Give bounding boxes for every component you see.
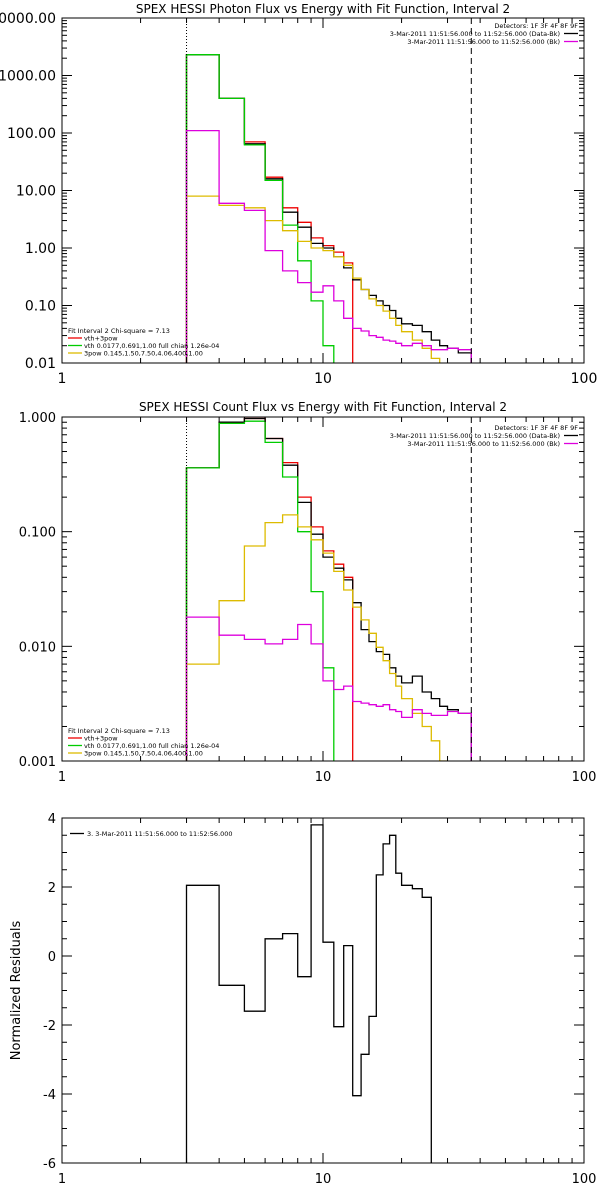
- data-legend: Detectors: 1F 3F 4F 8F 9F3-Mar-2011 11:5…: [390, 424, 579, 448]
- fit-legend-title: Fit Interval 2 Chi-square = 7.13: [68, 727, 170, 735]
- x-tick-label: 1: [58, 770, 66, 785]
- y-tick-label: -2: [43, 1019, 56, 1034]
- x-tick-label: 10: [315, 770, 332, 785]
- fit-legend-label: vth+3pow: [84, 335, 118, 343]
- y-tick-label: 0.010: [19, 640, 56, 655]
- x-axis: 1 10 100: [58, 18, 598, 387]
- y-axis: 0.001 0.010 0.100 1.000: [19, 411, 584, 770]
- x-tick-label: 100: [572, 770, 597, 785]
- x-axis: 1 10 100: [58, 417, 597, 785]
- y-tick-label: -4: [43, 1088, 56, 1103]
- y-tick-label: 1.000: [19, 411, 56, 426]
- chart-3: 1 10 100 -6 -4 -2 0 2 4 Normalized Residuals 3. 3-…: [9, 812, 596, 1187]
- chart-title: SPEX HESSI Count Flux vs Energy with Fit…: [139, 400, 507, 414]
- fit-legend-label: vth 0.0177,0.691,1.00 full chian 1.26e-0…: [84, 742, 219, 750]
- data-legend: 3. 3-Mar-2011 11:51:56.000 to 11:52:56.0…: [70, 830, 233, 838]
- y-tick-label: 100.00: [7, 126, 56, 142]
- series-1-line: [185, 54, 354, 363]
- y-axis-label: Normalized Residuals: [9, 921, 24, 1061]
- y-axis: 0.01 0.10 1.00 10.00 100.00 1000.00 10000.00: [0, 11, 584, 372]
- data-legend-label: 3-Mar-2011 11:51:56.000 to 11:52:56.000 …: [407, 38, 560, 46]
- data-legend-label: 3-Mar-2011 11:51:56.000 to 11:52:56.000 …: [407, 440, 560, 448]
- series-5-line: [185, 616, 472, 761]
- chart-title: SPEX HESSI Photon Flux vs Energy with Fi…: [136, 2, 510, 16]
- x-tick-label: 1: [58, 1172, 66, 1187]
- y-tick-label: 0.001: [19, 755, 56, 770]
- series-group: [185, 824, 432, 1163]
- y-tick-label: 10000.00: [0, 11, 56, 27]
- fit-legend-label: 3pow 0.145,1.50,7.50,4.06,400,1.00: [84, 750, 203, 758]
- y-tick-label: 1.00: [25, 241, 56, 257]
- x-axis: 1 10 100: [58, 818, 597, 1187]
- y-tick-label: 0.100: [19, 526, 56, 541]
- x-tick-label: 100: [572, 1172, 597, 1187]
- series-group: [185, 417, 472, 761]
- fit-legend-label: 3pow 0.145,1.50,7.50,4.06,400,1.00: [84, 350, 203, 358]
- series-2-line: [185, 54, 472, 363]
- series-3-line: [185, 420, 335, 761]
- y-tick-label: 0.01: [25, 356, 56, 372]
- y-tick-label: 2: [48, 881, 56, 896]
- y-axis: -6 -4 -2 0 2 4: [43, 812, 584, 1172]
- fit-legend: Fit Interval 2 Chi-square = 7.13vth+3pow…: [68, 727, 219, 758]
- data-legend-label: 3-Mar-2011 11:51:56.000 to 11:52:56.000 …: [390, 30, 560, 38]
- fit-legend-label: vth+3pow: [84, 735, 118, 743]
- y-tick-label: 0: [48, 950, 56, 965]
- series-5-line: [185, 129, 472, 363]
- series-4-line: [185, 514, 449, 761]
- x-tick-label: 10: [315, 1172, 332, 1187]
- detectors-label: Detectors: 1F 3F 4F 8F 9F: [494, 424, 578, 432]
- plot-frame: [61, 416, 585, 762]
- data-legend: Detectors: 1F 3F 4F 8F 9F3-Mar-2011 11:5…: [390, 22, 579, 46]
- x-tick-label: 100: [571, 371, 598, 387]
- x-tick-label: 10: [314, 371, 332, 387]
- fit-legend: Fit Interval 2 Chi-square = 7.13vth+3pow…: [68, 327, 219, 358]
- series-3-line: [185, 54, 335, 363]
- series-group: [185, 54, 472, 363]
- y-tick-label: 4: [48, 812, 56, 827]
- y-tick-label: 10.00: [16, 184, 56, 200]
- y-tick-label: 0.10: [25, 299, 56, 315]
- chart-2: SPEX HESSI Count Flux vs Energy with Fit…: [19, 400, 597, 785]
- x-tick-label: 1: [58, 371, 67, 387]
- series-1-line: [185, 824, 432, 1163]
- fit-legend-label: vth 0.0177,0.691,1.00 full chian 1.26e-0…: [84, 342, 219, 350]
- series-2-line: [185, 417, 472, 761]
- detectors-label: Detectors: 1F 3F 4F 8F 9F: [494, 22, 578, 30]
- y-tick-label: -6: [43, 1157, 56, 1172]
- fit-legend-title: Fit Interval 2 Chi-square = 7.13: [68, 327, 170, 335]
- chart-1: SPEX HESSI Photon Flux vs Energy with Fi…: [0, 2, 597, 387]
- data-legend-label: 3-Mar-2011 11:51:56.000 to 11:52:56.000 …: [390, 432, 560, 440]
- series-4-line: [185, 195, 441, 363]
- y-tick-label: 1000.00: [0, 69, 56, 85]
- series-1-line: [185, 417, 354, 761]
- data-legend-label: 3. 3-Mar-2011 11:51:56.000 to 11:52:56.0…: [87, 830, 233, 838]
